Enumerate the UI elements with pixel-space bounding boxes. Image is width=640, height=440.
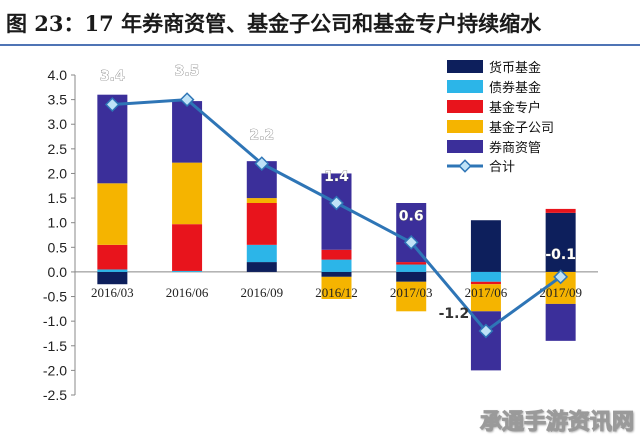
legend-swatch bbox=[447, 60, 483, 73]
bar-segment bbox=[321, 249, 352, 260]
bar-segment bbox=[321, 173, 352, 250]
total-point bbox=[179, 92, 195, 108]
bar-segment bbox=[545, 208, 576, 213]
total-point bbox=[403, 234, 419, 250]
legend-label: 债券基金 bbox=[489, 80, 541, 96]
y-tick-label: -1.5 bbox=[43, 338, 67, 354]
bar-segment bbox=[246, 262, 277, 272]
total-data-label: 2.2 bbox=[249, 128, 274, 144]
bar-segment bbox=[470, 271, 501, 282]
legend-line-marker bbox=[458, 159, 472, 173]
x-tick-layer: 2016/03 2016/06 2016/09 2016/12 2017/03 2017/… bbox=[91, 285, 582, 300]
bar-segment bbox=[545, 212, 576, 272]
total-data-label: 3.4 bbox=[100, 69, 125, 85]
y-tick-label: 1.0 bbox=[48, 215, 68, 231]
total-point bbox=[553, 269, 569, 285]
figure-title: 图 23：17 年券商资管、基金子公司和基金专户持续缩水 bbox=[0, 0, 640, 46]
y-tick-label: -0.5 bbox=[43, 289, 67, 305]
bar-segment bbox=[97, 271, 128, 285]
y-tick-label: 2.0 bbox=[48, 165, 68, 181]
legend-swatch bbox=[447, 140, 483, 153]
total-point bbox=[329, 195, 344, 211]
data-label-layer: 3.4 3.5 2.2 1.4 0.6 -1.2 -0.1 bbox=[100, 63, 577, 322]
x-tick-label: 2016/06 bbox=[166, 285, 209, 300]
y-tick-label: 3.0 bbox=[48, 116, 68, 132]
y-tick-label: 1.5 bbox=[48, 190, 68, 206]
legend-label: 券商资管 bbox=[489, 140, 541, 156]
bar-segment bbox=[321, 276, 352, 299]
bar-segment bbox=[321, 271, 352, 277]
bar-segment bbox=[97, 183, 128, 245]
x-tick-label: 2017/06 bbox=[465, 285, 508, 300]
bar-segment bbox=[396, 271, 427, 282]
x-tick-label: 2017/03 bbox=[390, 285, 433, 300]
bar-segment bbox=[470, 284, 501, 312]
bar-segment bbox=[97, 244, 128, 270]
y-tick-label: 0.5 bbox=[48, 239, 68, 255]
watermark: 承通手游资讯网 bbox=[479, 410, 634, 436]
axis-layer: 4.0 3.5 3.0 2.5 2.0 1.5 1.0 0.5 0.0 -0.5 -1.0 -1.5 -… bbox=[43, 67, 598, 403]
total-data-label: 1.4 bbox=[324, 169, 349, 185]
bar-segment bbox=[246, 203, 277, 245]
bar-segment bbox=[470, 220, 501, 272]
total-data-label: 3.5 bbox=[175, 64, 200, 80]
y-tick-label: 4.0 bbox=[48, 67, 68, 83]
bar-segment bbox=[396, 281, 427, 312]
bar-segment bbox=[172, 224, 203, 271]
bar-segment bbox=[172, 101, 203, 163]
x-tick-label: 2016/03 bbox=[91, 285, 134, 300]
legend-label: 基金子公司 bbox=[489, 120, 554, 136]
total-line-layer bbox=[104, 92, 569, 339]
x-tick-label: 2016/09 bbox=[240, 285, 283, 300]
y-tick-label: -1.0 bbox=[43, 313, 67, 329]
total-data-label: -1.2 bbox=[439, 306, 470, 322]
legend-swatch bbox=[447, 80, 483, 93]
total-data-label: 0.6 bbox=[399, 208, 424, 224]
total-data-label: -0.1 bbox=[545, 247, 576, 263]
total-point bbox=[254, 156, 270, 172]
bar-segment bbox=[396, 262, 427, 265]
y-tick-label: 2.5 bbox=[48, 141, 68, 157]
y-tick-label: -2.5 bbox=[43, 387, 67, 403]
legend-label: 基金专户 bbox=[489, 100, 541, 116]
total-point bbox=[104, 97, 120, 112]
bar-segment bbox=[246, 198, 277, 203]
bar-segment bbox=[246, 244, 277, 263]
legend-swatch bbox=[447, 120, 483, 133]
bar-segment bbox=[97, 269, 128, 272]
y-tick-label: 0.0 bbox=[48, 264, 68, 280]
bars-layer bbox=[97, 94, 576, 371]
bar-segment bbox=[172, 270, 203, 272]
legend-label: 货币基金 bbox=[489, 60, 541, 76]
legend-swatch bbox=[447, 100, 483, 113]
x-tick-label: 2016/12 bbox=[315, 285, 358, 300]
bar-segment bbox=[321, 259, 352, 272]
bar-segment bbox=[396, 264, 427, 272]
y-tick-label: 3.5 bbox=[48, 92, 68, 108]
bar-segment bbox=[470, 281, 501, 285]
legend-label: 合计 bbox=[489, 160, 515, 175]
total-point bbox=[478, 323, 494, 339]
bar-segment bbox=[172, 162, 203, 225]
y-tick-label: -2.0 bbox=[43, 362, 67, 378]
x-tick-label: 2017/09 bbox=[539, 285, 582, 300]
bar-segment bbox=[545, 303, 576, 341]
